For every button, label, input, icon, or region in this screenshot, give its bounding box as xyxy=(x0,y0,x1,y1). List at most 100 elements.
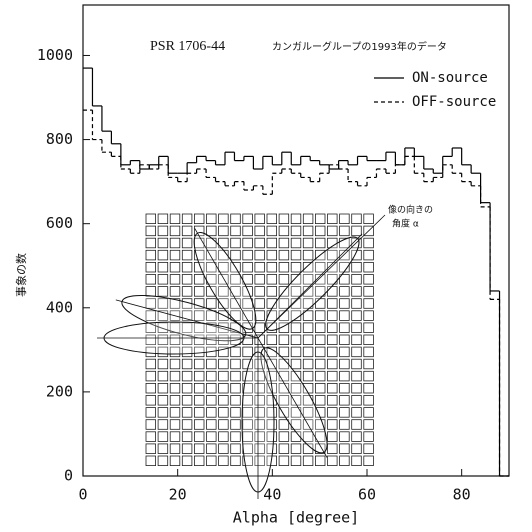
pixel xyxy=(206,370,217,382)
legend-label: OFF-source xyxy=(412,94,496,110)
pixel xyxy=(193,213,205,225)
pixel xyxy=(242,213,253,225)
pixel xyxy=(181,455,193,467)
pixel xyxy=(339,249,350,261)
pixel xyxy=(157,334,169,346)
pixel xyxy=(327,346,338,358)
pixel xyxy=(206,382,217,394)
pixel xyxy=(254,455,265,467)
pixel xyxy=(193,431,205,442)
pixel xyxy=(218,419,229,430)
pixel xyxy=(242,455,253,467)
pixel xyxy=(290,322,302,333)
pixel xyxy=(193,455,205,467)
pixel xyxy=(314,225,326,237)
pixel xyxy=(169,431,181,442)
pixel xyxy=(181,395,193,406)
pixel xyxy=(242,261,253,273)
pixel xyxy=(169,358,181,370)
chart-title: PSR 1706-44 xyxy=(150,39,225,54)
pixel xyxy=(351,346,362,358)
pixel xyxy=(242,370,253,382)
pixel xyxy=(290,286,302,297)
pixel xyxy=(339,225,350,237)
pixel xyxy=(302,249,314,261)
pixel xyxy=(339,346,350,358)
pixel xyxy=(363,261,374,273)
pixel xyxy=(290,382,302,394)
pixel xyxy=(266,249,278,261)
pixel xyxy=(339,310,350,321)
pixel xyxy=(314,346,326,358)
pixel xyxy=(290,346,302,358)
pixel xyxy=(266,286,278,297)
pixel xyxy=(339,334,350,346)
pixel xyxy=(254,237,265,249)
pixel xyxy=(278,431,290,442)
pixel xyxy=(254,298,265,309)
pixel xyxy=(230,443,241,454)
pixel xyxy=(218,431,229,442)
pixel xyxy=(363,334,374,346)
pixel xyxy=(181,237,193,249)
pointer xyxy=(257,214,386,339)
pixel xyxy=(157,358,169,370)
pixel xyxy=(327,407,338,418)
pixel xyxy=(181,346,193,358)
pixel xyxy=(193,310,205,321)
pixel xyxy=(193,346,205,358)
pixel xyxy=(181,213,193,225)
pixel xyxy=(193,370,205,382)
pixel xyxy=(145,310,157,321)
pixel xyxy=(206,407,217,418)
pixel xyxy=(254,213,265,225)
pixel xyxy=(193,382,205,394)
pixel xyxy=(327,382,338,394)
pixel xyxy=(157,443,169,454)
pixel xyxy=(339,237,350,249)
pixel xyxy=(266,261,278,273)
pixel xyxy=(169,370,181,382)
pixel xyxy=(206,225,217,237)
pixel xyxy=(278,322,290,333)
pixel xyxy=(327,225,338,237)
pixel xyxy=(157,298,169,309)
pixel xyxy=(327,395,338,406)
pixel xyxy=(278,298,290,309)
pixel xyxy=(157,407,169,418)
pixel xyxy=(242,249,253,261)
pixel xyxy=(145,370,157,382)
pixel xyxy=(206,358,217,370)
pixel xyxy=(290,455,302,467)
pixel xyxy=(169,249,181,261)
pixel xyxy=(230,358,241,370)
pixel xyxy=(230,395,241,406)
pixel xyxy=(363,370,374,382)
pixel xyxy=(351,298,362,309)
pixel xyxy=(145,237,157,249)
x-axis-label: Alpha [degree] xyxy=(233,509,359,527)
pixel xyxy=(266,407,278,418)
pixel xyxy=(193,298,205,309)
pixel xyxy=(254,419,265,430)
pixel xyxy=(218,334,229,346)
pixel xyxy=(145,431,157,442)
pixel xyxy=(230,419,241,430)
pixel xyxy=(266,443,278,454)
pixel xyxy=(327,274,338,285)
pixel xyxy=(218,213,229,225)
pixel xyxy=(157,237,169,249)
pixel xyxy=(302,213,314,225)
pixel xyxy=(278,261,290,273)
pixel xyxy=(206,455,217,467)
pixel xyxy=(254,322,265,333)
pixel xyxy=(302,310,314,321)
pixel xyxy=(145,225,157,237)
pixel xyxy=(314,213,326,225)
pixel xyxy=(193,286,205,297)
pixel xyxy=(327,370,338,382)
pixel xyxy=(145,286,157,297)
pixel xyxy=(314,419,326,430)
pixel xyxy=(169,455,181,467)
pixel xyxy=(278,237,290,249)
